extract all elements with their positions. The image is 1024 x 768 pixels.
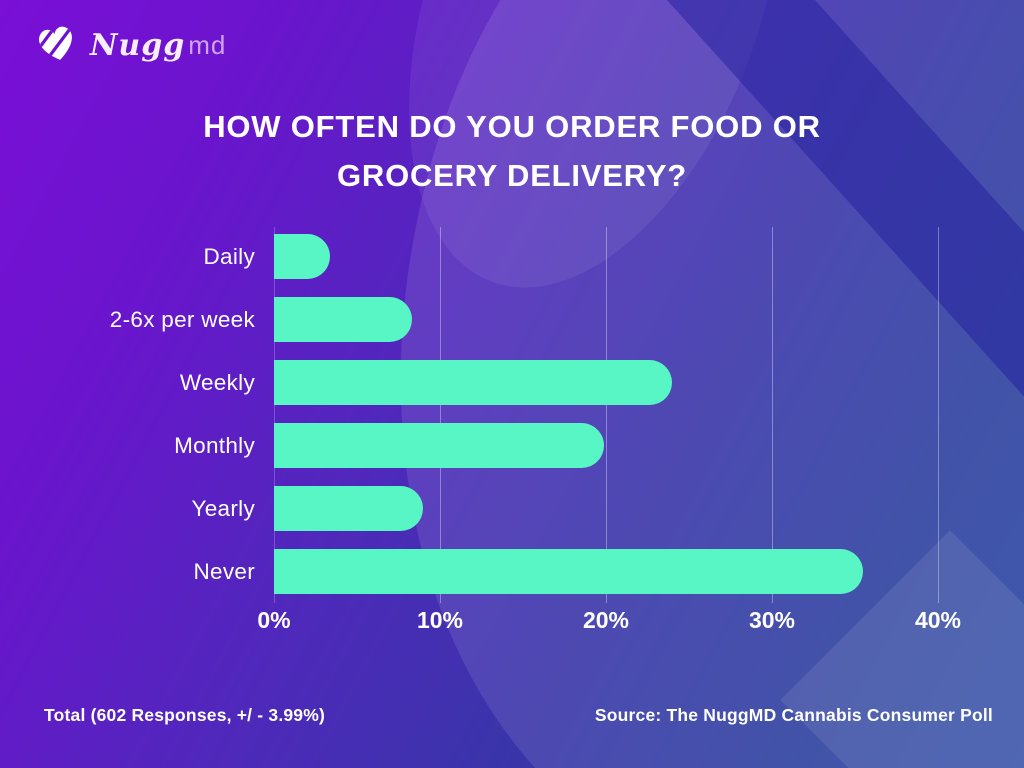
x-axis-tick-label: 0% xyxy=(257,607,291,633)
gridline-30 xyxy=(772,227,773,603)
gridlines xyxy=(274,227,939,603)
bar-track xyxy=(274,360,938,405)
bar-weekly xyxy=(274,360,673,405)
bar-yearly xyxy=(274,486,424,531)
category-label: 2-6x per week xyxy=(109,306,255,332)
gridline-10 xyxy=(440,227,441,603)
chart-rows: Daily 2-6x per week Weekly Monthly Yearly Nev… xyxy=(18,225,938,603)
category-label: Never xyxy=(193,558,255,584)
nuggmd-logo: Nugg md xyxy=(34,20,226,71)
chart-row: Never xyxy=(18,540,938,603)
chart-row: Yearly xyxy=(18,477,938,540)
gridline-20 xyxy=(606,227,607,603)
brand-name-script: Nugg xyxy=(90,28,186,63)
striped-heart-icon xyxy=(29,16,85,75)
x-axis: 0% 10% 20% 30% 40% xyxy=(257,607,961,639)
bar-never xyxy=(274,549,864,594)
chart-row: 2-6x per week xyxy=(18,288,938,351)
category-label: Daily xyxy=(203,243,255,269)
bar-track xyxy=(274,234,938,279)
x-axis-tick-label: 30% xyxy=(748,607,796,633)
category-label: Yearly xyxy=(191,495,255,521)
category-label: Monthly xyxy=(174,432,255,458)
bar-chart: Daily 2-6x per week Weekly Monthly Yearly Nev… xyxy=(18,225,961,633)
x-axis-tick-label: 10% xyxy=(416,607,464,633)
category-label: Weekly xyxy=(179,369,255,395)
bar-track xyxy=(274,486,938,531)
bar-track xyxy=(274,297,938,342)
gridline-40 xyxy=(938,227,939,603)
chart-row: Monthly xyxy=(18,414,938,477)
source-note: Source: The NuggMD Cannabis Consumer Pol… xyxy=(594,705,993,725)
bar-track xyxy=(274,549,938,594)
bar-2-6x-per-week xyxy=(274,297,412,342)
gridline-0 xyxy=(274,227,275,603)
chart-row: Daily xyxy=(18,225,938,288)
bar-monthly xyxy=(274,423,605,468)
chart-title-line2: GROCERY DELIVERY? xyxy=(336,158,688,193)
brand-name-suffix: md xyxy=(188,30,227,60)
bar-daily xyxy=(274,234,331,279)
x-axis-tick-label: 40% xyxy=(914,607,962,633)
x-axis-tick-label: 20% xyxy=(582,607,630,633)
bar-track xyxy=(274,423,938,468)
chart-title: HOW OFTEN DO YOU ORDER FOOD OR GROCERY D… xyxy=(0,102,1024,200)
total-responses-note: Total (602 Responses, +/ - 3.99%) xyxy=(44,705,326,725)
chart-row: Weekly xyxy=(18,351,938,414)
chart-title-line1: HOW OFTEN DO YOU ORDER FOOD OR xyxy=(203,109,821,144)
